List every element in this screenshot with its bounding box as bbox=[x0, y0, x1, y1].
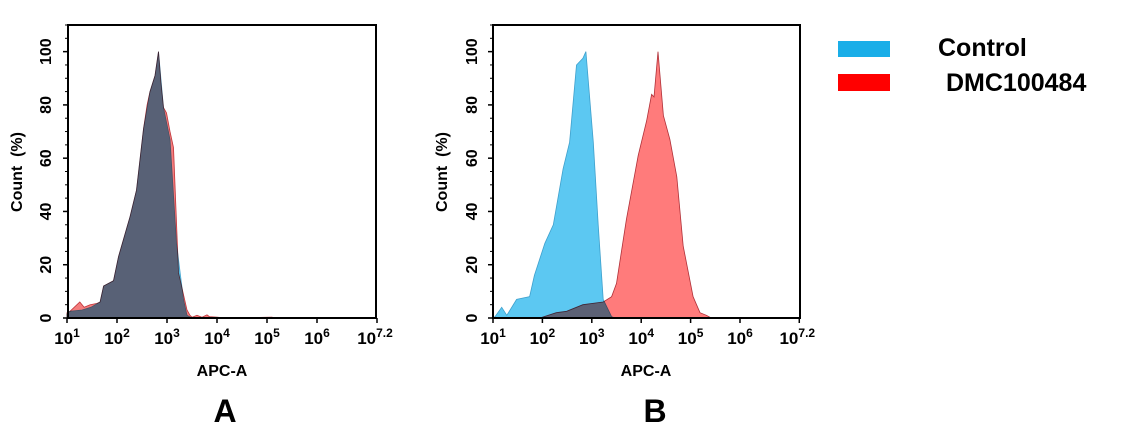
x-tick-label: 106 bbox=[727, 326, 753, 348]
x-tick-label: 107.2 bbox=[357, 326, 393, 348]
x-axis-title: APC-A bbox=[621, 363, 672, 380]
panel-label: A bbox=[213, 393, 236, 429]
panel-label: B bbox=[643, 393, 666, 429]
y-tick-label: 0 bbox=[38, 313, 55, 322]
x-tick-label: 102 bbox=[104, 326, 130, 348]
x-tick-label: 103 bbox=[154, 326, 180, 348]
plot-frame bbox=[67, 24, 377, 319]
x-tick-label: 105 bbox=[678, 326, 704, 348]
x-tick-label: 101 bbox=[480, 326, 506, 348]
x-tick-label: 104 bbox=[628, 326, 654, 348]
legend: Control DMC100484 bbox=[838, 34, 1086, 97]
panel-a: 0 20 40 60 80 100 101 102 103 104 105 106 107.2 APC-A… bbox=[9, 24, 393, 429]
x-tick-label: 106 bbox=[304, 326, 330, 348]
y-tick-label: 0 bbox=[464, 313, 481, 322]
y-axis-title: Count (%) bbox=[434, 132, 451, 212]
x-tick-label: 101 bbox=[54, 326, 80, 348]
x-tick-label: 105 bbox=[254, 326, 280, 348]
y-tick-label: 20 bbox=[464, 256, 481, 274]
legend-swatch-dmc100484 bbox=[838, 74, 890, 91]
y-axis-title: Count (%) bbox=[9, 132, 26, 212]
x-tick-label: 103 bbox=[579, 326, 605, 348]
panel-b: 0 20 40 60 80 100 101 102 103 104 105 106 107.2 APC-A… bbox=[434, 24, 815, 429]
y-tick-label: 20 bbox=[38, 256, 55, 274]
y-tick-label: 80 bbox=[464, 96, 481, 114]
histogram-control bbox=[491, 51, 616, 319]
x-axis-title: APC-A bbox=[197, 363, 248, 380]
histogram-control bbox=[66, 51, 193, 319]
x-tick-label: 104 bbox=[204, 326, 230, 348]
y-tick-label: 60 bbox=[464, 149, 481, 167]
y-tick-label: 40 bbox=[464, 202, 481, 220]
legend-swatch-control bbox=[838, 41, 890, 57]
legend-label-control: Control bbox=[938, 34, 1027, 62]
y-tick-label: 100 bbox=[464, 38, 481, 65]
y-tick-label: 40 bbox=[38, 202, 55, 220]
y-tick-label: 60 bbox=[38, 149, 55, 167]
x-tick-label: 102 bbox=[530, 326, 556, 348]
y-tick-label: 80 bbox=[38, 96, 55, 114]
x-tick-label: 107.2 bbox=[779, 326, 815, 348]
legend-label-dmc100484: DMC100484 bbox=[946, 69, 1086, 97]
y-tick-label: 100 bbox=[38, 38, 55, 65]
